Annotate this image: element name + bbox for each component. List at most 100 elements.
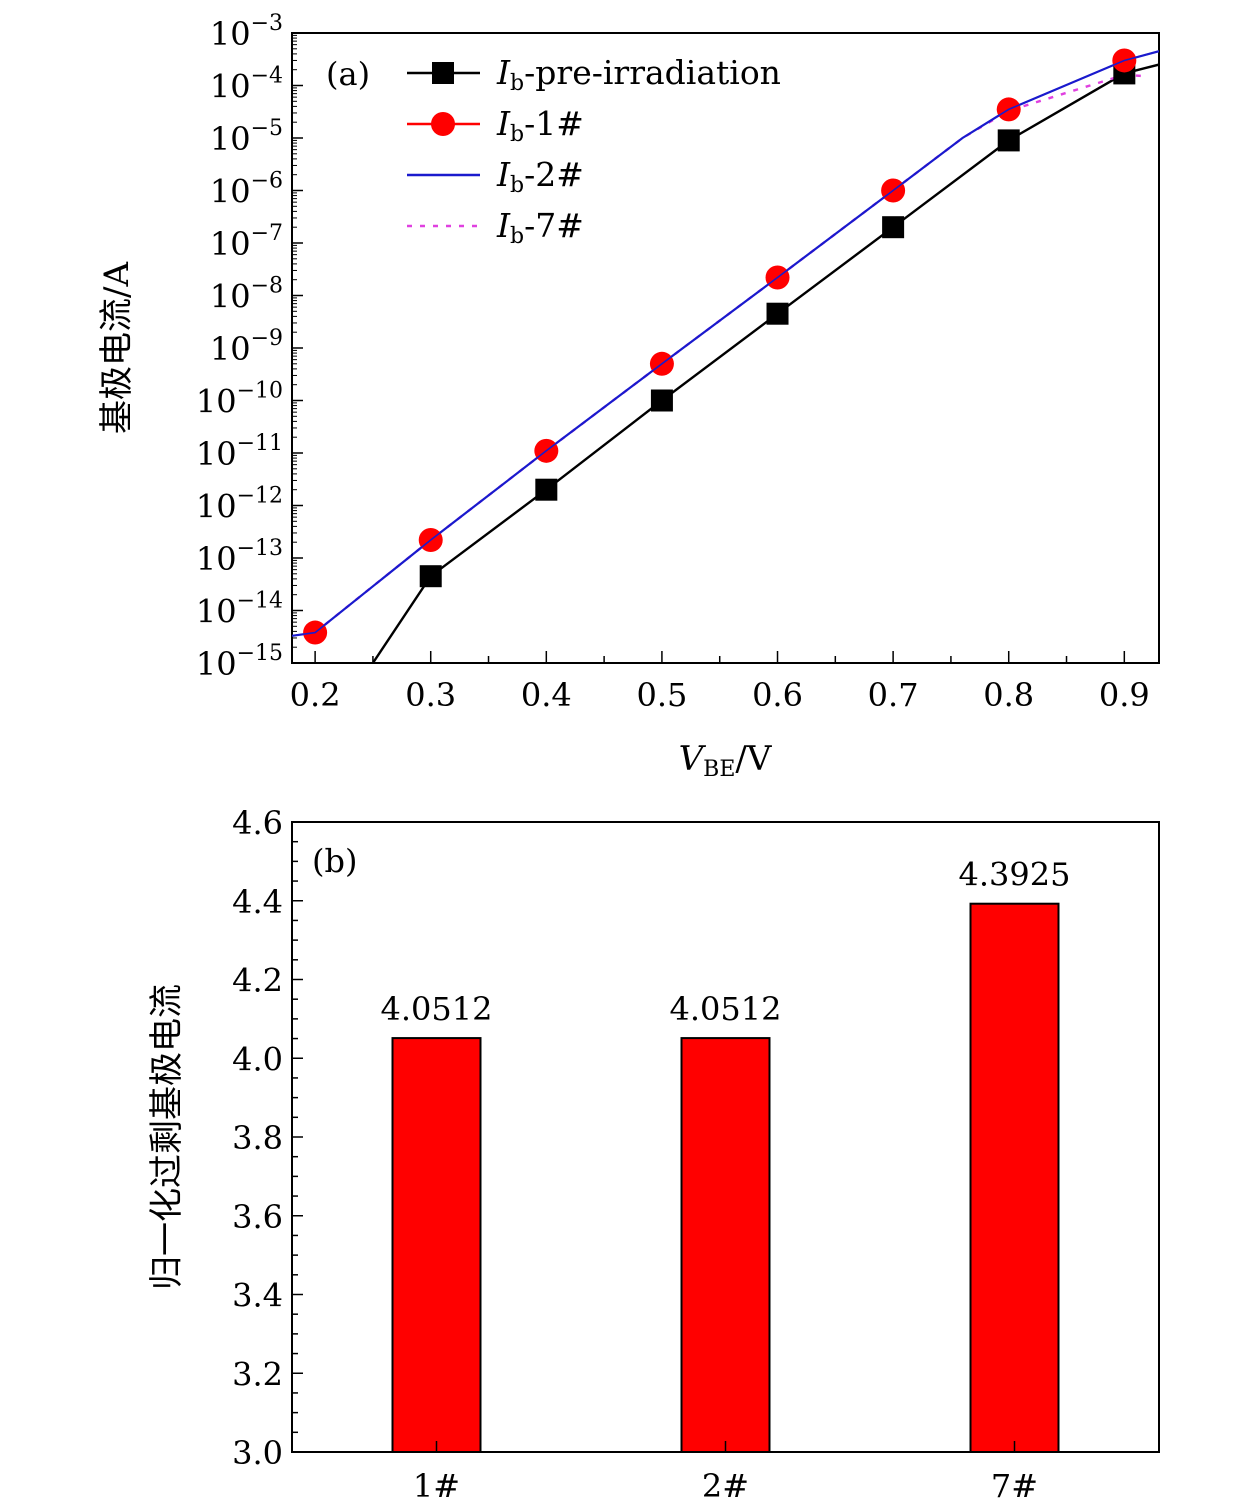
x-tick-label: 0.7 bbox=[868, 676, 919, 714]
y-tick-label: 3.6 bbox=[232, 1198, 283, 1236]
y-tick-label: 10−5 bbox=[210, 116, 283, 158]
y-tick-label: 10−14 bbox=[196, 589, 283, 631]
y-tick-base: 10 bbox=[196, 593, 237, 631]
bars-b: 4.0512 4.0512 4.3925 bbox=[381, 856, 1071, 1453]
y-tick-exponent: −6 bbox=[251, 169, 283, 194]
y-tick-exponent: −10 bbox=[237, 379, 283, 404]
legend-label-4: Ib-7# bbox=[496, 206, 584, 249]
y-ticks-a: 10−310−410−510−610−710−810−910−1010−1110… bbox=[196, 11, 303, 683]
y-tick-label: 10−10 bbox=[196, 379, 283, 421]
y-tick-exponent: −9 bbox=[251, 326, 283, 351]
y-tick-label: 10−4 bbox=[210, 64, 283, 106]
x-axis-label-a: VBE/V bbox=[679, 739, 773, 782]
legend-label-1: Ib-pre-irradiation bbox=[496, 53, 781, 96]
x-tick-label: 2# bbox=[702, 1467, 749, 1505]
x-tick-label: 0.3 bbox=[405, 676, 456, 714]
y-tick-exponent: −4 bbox=[251, 64, 283, 89]
y-tick-base: 10 bbox=[210, 225, 251, 263]
x-tick-label: 0.4 bbox=[521, 676, 572, 714]
x-ticks-a: 0.2 0.3 0.4 0.5 0.6 0.7 0.8 0.9 bbox=[290, 676, 1150, 714]
y-axis-label-a: 基极电流/A bbox=[97, 262, 137, 434]
y-tick-label: 4.6 bbox=[232, 804, 283, 842]
y-tick-label: 4.4 bbox=[232, 883, 283, 921]
y-tick-base: 10 bbox=[196, 645, 237, 683]
marker-pre-irradiation bbox=[535, 478, 558, 501]
legend-a: Ib-pre-irradiation Ib-1# Ib-2# Ib-7# bbox=[407, 53, 781, 249]
minor-ticks-b bbox=[292, 821, 303, 1453]
bar-1 bbox=[391, 1037, 482, 1453]
series-line-2-overlay bbox=[292, 50, 1159, 637]
y-tick-base: 10 bbox=[196, 435, 237, 473]
line-chart-panel-a: 0.2 0.3 0.4 0.5 0.6 0.7 0.8 0.9 10−310−410−510−… bbox=[97, 11, 1160, 782]
y-tick-base: 10 bbox=[196, 383, 237, 421]
y-tick-base: 10 bbox=[210, 68, 251, 106]
y-tick-exponent: −3 bbox=[251, 11, 283, 36]
legend-marker-square bbox=[432, 62, 454, 84]
y-tick-label: 10−15 bbox=[196, 641, 283, 683]
series-line-pre-irradiation bbox=[371, 63, 1159, 663]
marker-pre-irradiation bbox=[419, 565, 442, 588]
x-tick-label: 7# bbox=[991, 1467, 1038, 1505]
y-ticks-b: 3.0 3.2 3.4 3.6 3.8 4.0 4.2 4.4 4.6 bbox=[232, 804, 283, 1472]
y-tick-exponent: −12 bbox=[237, 484, 283, 509]
marker-pre-irradiation bbox=[650, 389, 673, 412]
bar-value-label: 4.0512 bbox=[670, 990, 782, 1028]
y-tick-exponent: −13 bbox=[237, 536, 283, 561]
minor-ticks-a bbox=[292, 34, 1126, 663]
x-tick-label: 1# bbox=[413, 1467, 460, 1505]
y-tick-base: 10 bbox=[210, 120, 251, 158]
y-tick-base: 10 bbox=[210, 330, 251, 368]
series-line-7 bbox=[314, 73, 1148, 634]
y-tick-exponent: −11 bbox=[237, 431, 283, 456]
y-tick-base: 10 bbox=[196, 540, 237, 578]
x-tick-label: 0.5 bbox=[636, 676, 687, 714]
legend-label-2: Ib-1# bbox=[496, 104, 584, 147]
y-tick-base: 10 bbox=[210, 278, 251, 316]
marker-pre-irradiation bbox=[882, 216, 905, 239]
x-axis-label-sub: BE bbox=[703, 757, 735, 782]
panel-label-a: (a) bbox=[326, 55, 370, 93]
y-tick-label: 10−3 bbox=[210, 11, 283, 53]
y-tick-label: 4.2 bbox=[232, 962, 283, 1000]
y-tick-exponent: −14 bbox=[237, 589, 283, 614]
y-tick-label: 10−13 bbox=[196, 536, 283, 578]
marker-pre-irradiation bbox=[997, 129, 1020, 152]
y-tick-label: 10−7 bbox=[210, 221, 283, 263]
y-tick-base: 10 bbox=[210, 173, 251, 211]
legend-marker-circle bbox=[431, 112, 455, 136]
x-tick-label: 0.2 bbox=[290, 676, 341, 714]
y-tick-base: 10 bbox=[196, 488, 237, 526]
y-axis-label-b: 归一化过剩基极电流 bbox=[147, 984, 187, 1290]
marker-pre-irradiation bbox=[766, 302, 789, 325]
bar-value-label: 4.3925 bbox=[959, 856, 1071, 894]
bar-2 bbox=[680, 1037, 771, 1453]
y-tick-exponent: −7 bbox=[251, 221, 283, 246]
y-tick-label: 10−12 bbox=[196, 484, 283, 526]
y-tick-label: 10−9 bbox=[210, 326, 283, 368]
y-tick-exponent: −15 bbox=[237, 641, 283, 666]
x-tick-label: 0.9 bbox=[1099, 676, 1150, 714]
series-group-a bbox=[292, 48, 1159, 663]
x-tick-label: 0.8 bbox=[983, 676, 1034, 714]
y-tick-label: 3.2 bbox=[232, 1355, 283, 1393]
bar-value-label: 4.0512 bbox=[381, 990, 493, 1028]
y-tick-label: 3.8 bbox=[232, 1119, 283, 1157]
y-tick-label: 3.4 bbox=[232, 1277, 283, 1315]
x-tick-label: 0.6 bbox=[752, 676, 803, 714]
bar-chart-panel-b: 3.03.23.43.63.84.04.24.44.6 4.0512 4.0512… bbox=[147, 804, 1160, 1505]
y-tick-exponent: −5 bbox=[251, 116, 283, 141]
y-tick-label: 4.0 bbox=[232, 1040, 283, 1078]
y-tick-base: 10 bbox=[210, 15, 251, 53]
y-tick-label: 10−8 bbox=[210, 274, 283, 316]
x-axis-label-main: V bbox=[679, 739, 707, 779]
y-tick-label: 3.0 bbox=[232, 1434, 283, 1472]
y-tick-exponent: −8 bbox=[251, 274, 283, 299]
y-tick-label: 10−11 bbox=[196, 431, 283, 473]
x-axis-label-unit: /V bbox=[735, 739, 772, 779]
panel-label-b: (b) bbox=[312, 842, 357, 880]
bar-7 bbox=[969, 902, 1060, 1453]
x-ticks-b: 1# 2# 7# bbox=[413, 1441, 1038, 1505]
legend-label-3: Ib-2# bbox=[496, 155, 584, 198]
y-tick-label: 10−6 bbox=[210, 169, 283, 211]
